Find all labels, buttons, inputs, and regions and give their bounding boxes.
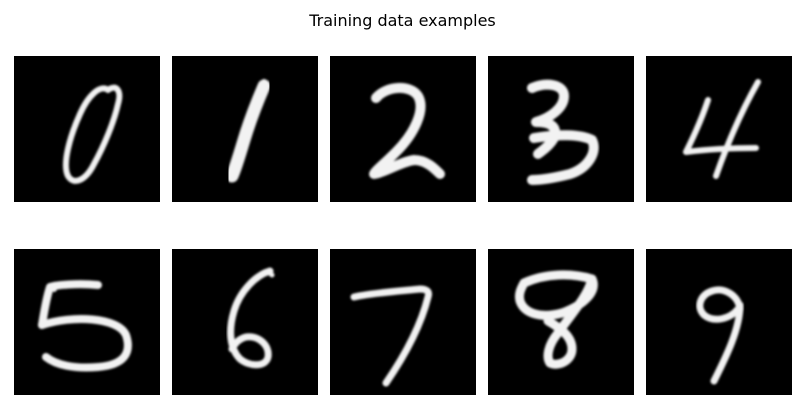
digit-0-drawing xyxy=(62,84,123,184)
digit-2-drawing xyxy=(369,83,445,179)
digit-8-drawing xyxy=(515,270,598,369)
digit-3-drawing xyxy=(527,79,599,185)
digit-6-image xyxy=(172,249,318,395)
digit-9-image xyxy=(646,249,792,395)
digit-3-image xyxy=(488,56,634,202)
digit-2-image xyxy=(330,56,476,202)
digit-5-image xyxy=(14,249,160,395)
digit-1-image xyxy=(172,56,318,202)
digit-7-drawing xyxy=(350,285,432,387)
digit-8-image xyxy=(488,249,634,395)
digit-7-image xyxy=(330,249,476,395)
digit-9-drawing xyxy=(696,286,744,385)
digit-6-drawing xyxy=(227,267,275,369)
digit-1-drawing xyxy=(225,79,271,183)
digit-4-drawing xyxy=(683,79,761,179)
digit-4-image xyxy=(646,56,792,202)
digit-5-drawing xyxy=(38,280,132,372)
figure-title: Training data examples xyxy=(309,11,496,30)
digit-0-image xyxy=(14,56,160,202)
